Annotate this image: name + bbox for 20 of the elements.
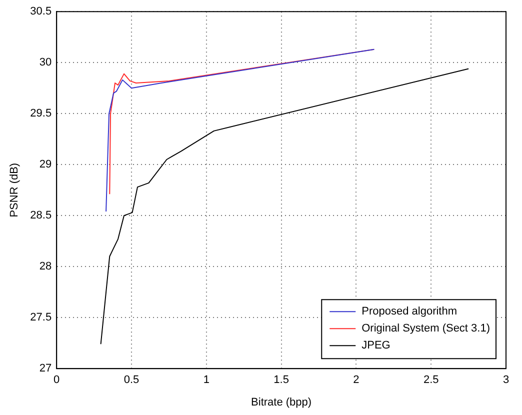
y-tick-label: 27: [39, 362, 52, 375]
x-tick-label: 1: [203, 374, 210, 386]
x-tick-label: 2: [353, 374, 360, 386]
y-tick-label: 27.5: [30, 312, 52, 324]
y-tick-label: 29.5: [30, 108, 52, 120]
y-tick-label: 30.5: [30, 6, 52, 18]
legend-label: Proposed algorithm: [362, 306, 458, 318]
y-tick-label: 29: [39, 158, 52, 171]
legend-label: JPEG: [362, 340, 390, 352]
x-tick-label: 2.5: [423, 374, 439, 386]
x-tick-label: 3: [502, 374, 510, 386]
y-axis-title: PSNR (dB): [8, 162, 21, 218]
y-tick-label: 28: [39, 260, 52, 273]
x-tick-label: 1.5: [274, 374, 289, 386]
x-tick-label: 0: [54, 374, 60, 386]
x-tick-label: 0.5: [124, 374, 140, 386]
x-axis-title: Bitrate (bpp): [251, 396, 312, 408]
legend-label: Original System (Sect 3.1): [362, 322, 490, 335]
y-tick-label: 28.5: [30, 210, 52, 222]
y-tick-label: 30: [39, 56, 52, 69]
